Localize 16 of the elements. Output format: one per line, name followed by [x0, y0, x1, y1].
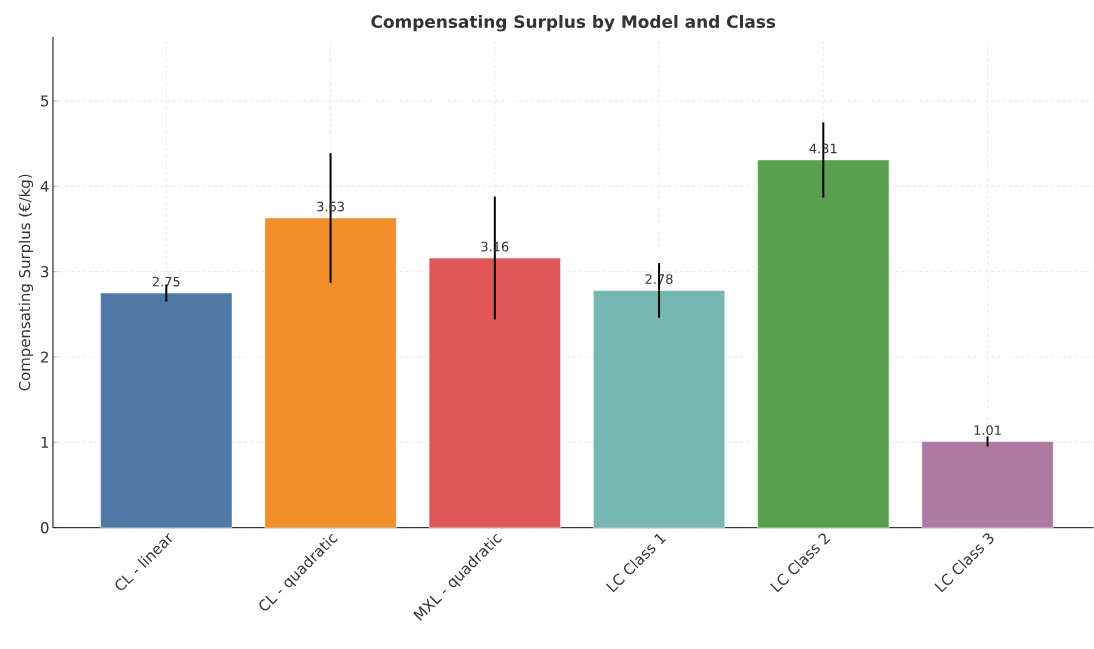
y-axis-title: Compensating Surplus (€/kg) — [18, 174, 34, 391]
bar — [593, 290, 726, 529]
bar — [100, 292, 233, 529]
y-tick-label: 0 — [40, 522, 49, 534]
data-label: 2.75 — [152, 276, 180, 287]
y-tick-label: 2 — [41, 351, 48, 363]
y-tick-label: 5 — [41, 95, 49, 107]
y-tick-label: 3 — [41, 266, 49, 278]
data-label: 1.01 — [974, 425, 1001, 436]
bar — [757, 159, 890, 529]
bar — [428, 257, 561, 529]
y-tick-label: 4 — [40, 181, 49, 192]
y-tick-label: 1 — [41, 437, 49, 448]
chart-title: Compensating Surplus by Model and Class — [371, 15, 776, 32]
bar — [921, 441, 1054, 529]
bar — [264, 217, 397, 529]
